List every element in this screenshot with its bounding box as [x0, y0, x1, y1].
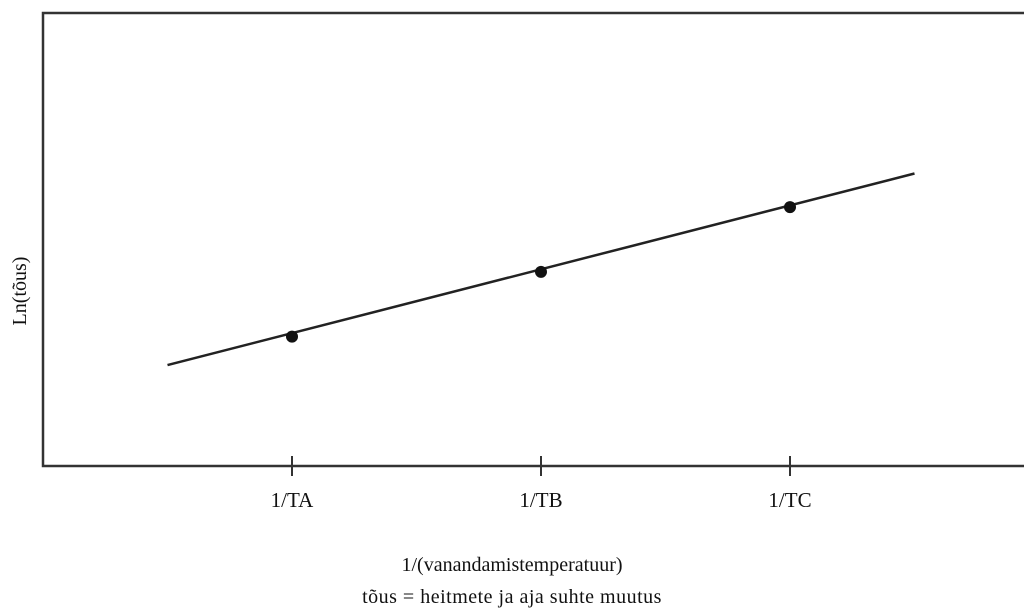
chart-caption: tõus = heitmete ja aja suhte muutus [362, 586, 662, 608]
plot-box-top-left [41, 11, 1024, 468]
data-point-2 [535, 265, 547, 278]
x-axis-ticks [291, 456, 791, 476]
y-axis-title: Ln(tõus) [9, 257, 31, 326]
data-points [286, 201, 796, 343]
x-tick-label-1: 1/TA [271, 488, 314, 512]
x-axis-title: 1/(vanandamistemperatuur) [401, 554, 622, 576]
x-tick-label-2: 1/TB [519, 488, 562, 512]
x-tick-label-3: 1/TC [768, 488, 811, 512]
data-point-1 [286, 330, 298, 343]
data-point-3 [784, 201, 796, 214]
plot-frame [41, 11, 1024, 468]
x-axis-tick-labels: 1/TA 1/TB 1/TC [271, 488, 812, 512]
